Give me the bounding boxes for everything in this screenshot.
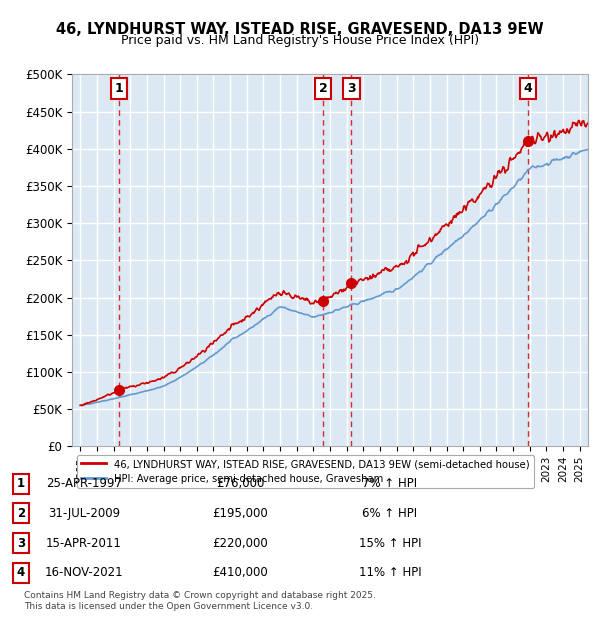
Text: 1: 1 bbox=[17, 477, 25, 490]
Text: 11% ↑ HPI: 11% ↑ HPI bbox=[359, 567, 421, 579]
Text: 15-APR-2011: 15-APR-2011 bbox=[46, 537, 122, 549]
Text: 4: 4 bbox=[523, 82, 532, 95]
Text: Contains HM Land Registry data © Crown copyright and database right 2025.
This d: Contains HM Land Registry data © Crown c… bbox=[24, 591, 376, 611]
Text: 25-APR-1997: 25-APR-1997 bbox=[46, 477, 122, 490]
Text: £410,000: £410,000 bbox=[212, 567, 268, 579]
Text: 16-NOV-2021: 16-NOV-2021 bbox=[44, 567, 124, 579]
Text: 2: 2 bbox=[17, 507, 25, 520]
Text: 15% ↑ HPI: 15% ↑ HPI bbox=[359, 537, 421, 549]
Legend: 46, LYNDHURST WAY, ISTEAD RISE, GRAVESEND, DA13 9EW (semi-detached house), HPI: : 46, LYNDHURST WAY, ISTEAD RISE, GRAVESEN… bbox=[77, 455, 533, 488]
Text: 3: 3 bbox=[347, 82, 356, 95]
Text: 7% ↑ HPI: 7% ↑ HPI bbox=[362, 477, 418, 490]
Text: 6% ↑ HPI: 6% ↑ HPI bbox=[362, 507, 418, 520]
Text: 4: 4 bbox=[17, 567, 25, 579]
Text: 31-JUL-2009: 31-JUL-2009 bbox=[48, 507, 120, 520]
Text: £220,000: £220,000 bbox=[212, 537, 268, 549]
Text: 2: 2 bbox=[319, 82, 328, 95]
Text: £76,000: £76,000 bbox=[216, 477, 264, 490]
Text: £195,000: £195,000 bbox=[212, 507, 268, 520]
Text: Price paid vs. HM Land Registry's House Price Index (HPI): Price paid vs. HM Land Registry's House … bbox=[121, 34, 479, 47]
Text: 3: 3 bbox=[17, 537, 25, 549]
Text: 46, LYNDHURST WAY, ISTEAD RISE, GRAVESEND, DA13 9EW: 46, LYNDHURST WAY, ISTEAD RISE, GRAVESEN… bbox=[56, 22, 544, 37]
Text: 1: 1 bbox=[115, 82, 124, 95]
